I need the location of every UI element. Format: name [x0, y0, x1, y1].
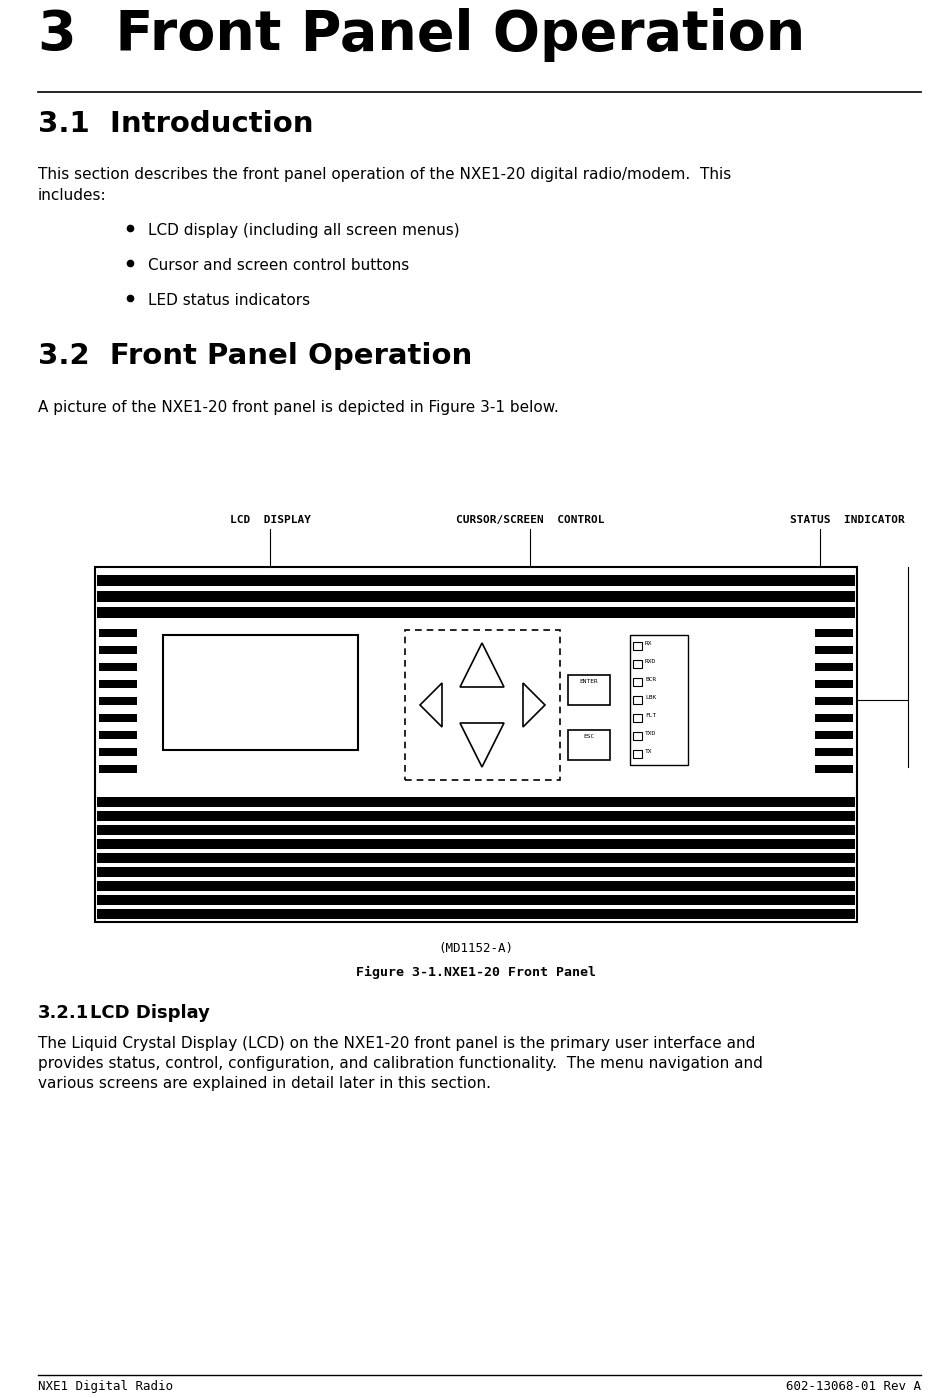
Text: 3.2.1: 3.2.1: [38, 1004, 89, 1022]
Bar: [97, 591, 855, 603]
Bar: [633, 642, 642, 650]
Bar: [633, 733, 642, 740]
Bar: [97, 575, 855, 586]
Polygon shape: [460, 723, 504, 768]
Bar: [99, 765, 137, 773]
Bar: [99, 629, 137, 637]
Bar: [163, 635, 358, 749]
Bar: [97, 839, 855, 849]
Text: This section describes the front panel operation of the NXE1-20 digital radio/mo: This section describes the front panel o…: [38, 166, 731, 182]
Text: various screens are explained in detail later in this section.: various screens are explained in detail …: [38, 1076, 491, 1090]
Bar: [97, 797, 855, 807]
Text: includes:: includes:: [38, 187, 107, 203]
Text: CURSOR/SCREEN  CONTROL: CURSOR/SCREEN CONTROL: [456, 514, 604, 526]
Text: LED status indicators: LED status indicators: [148, 294, 310, 308]
Text: ENTER: ENTER: [579, 679, 598, 684]
Text: NXE1 Digital Radio: NXE1 Digital Radio: [38, 1380, 173, 1392]
Text: LCD Display: LCD Display: [90, 1004, 210, 1022]
Text: TX: TX: [645, 749, 652, 754]
Text: 3  Front Panel Operation: 3 Front Panel Operation: [38, 8, 805, 62]
Bar: [633, 714, 642, 721]
Bar: [815, 714, 853, 721]
Polygon shape: [523, 684, 545, 727]
Bar: [815, 646, 853, 654]
Text: 602-13068-01 Rev A: 602-13068-01 Rev A: [786, 1380, 921, 1392]
Polygon shape: [460, 643, 504, 686]
Text: TXD: TXD: [645, 731, 656, 735]
Bar: [95, 568, 857, 923]
Bar: [97, 811, 855, 821]
Bar: [568, 730, 610, 761]
Text: (MD1152-A): (MD1152-A): [438, 942, 514, 955]
Bar: [97, 881, 855, 891]
Bar: [97, 867, 855, 877]
Text: 3.2  Front Panel Operation: 3.2 Front Panel Operation: [38, 343, 473, 370]
Bar: [815, 663, 853, 671]
Bar: [97, 825, 855, 835]
Text: Figure 3-1.NXE1-20 Front Panel: Figure 3-1.NXE1-20 Front Panel: [356, 966, 596, 979]
Text: RX: RX: [645, 642, 652, 646]
Polygon shape: [420, 684, 442, 727]
Text: STATUS  INDICATOR: STATUS INDICATOR: [790, 514, 904, 526]
Bar: [97, 895, 855, 905]
Text: Cursor and screen control buttons: Cursor and screen control buttons: [148, 259, 409, 273]
Bar: [633, 696, 642, 705]
Bar: [633, 660, 642, 668]
Bar: [815, 629, 853, 637]
Text: 3.1  Introduction: 3.1 Introduction: [38, 110, 314, 138]
Bar: [99, 748, 137, 756]
Text: A picture of the NXE1-20 front panel is depicted in Figure 3-1 below.: A picture of the NXE1-20 front panel is …: [38, 400, 559, 415]
Text: The Liquid Crystal Display (LCD) on the NXE1-20 front panel is the primary user : The Liquid Crystal Display (LCD) on the …: [38, 1036, 755, 1051]
Bar: [815, 748, 853, 756]
Text: LCD display (including all screen menus): LCD display (including all screen menus): [148, 224, 459, 238]
Bar: [97, 853, 855, 863]
Text: provides status, control, configuration, and calibration functionality.  The men: provides status, control, configuration,…: [38, 1055, 763, 1071]
Bar: [633, 678, 642, 686]
Text: LBK: LBK: [645, 695, 656, 700]
Bar: [815, 765, 853, 773]
Bar: [99, 679, 137, 688]
Text: RXD: RXD: [645, 658, 656, 664]
Bar: [99, 663, 137, 671]
Bar: [815, 731, 853, 740]
Bar: [97, 909, 855, 918]
Bar: [815, 698, 853, 705]
Bar: [99, 731, 137, 740]
Text: LCD  DISPLAY: LCD DISPLAY: [229, 514, 310, 526]
Bar: [815, 679, 853, 688]
Bar: [633, 749, 642, 758]
Bar: [99, 646, 137, 654]
Bar: [405, 630, 560, 780]
Text: BCR: BCR: [645, 677, 656, 682]
Bar: [99, 698, 137, 705]
Bar: [630, 635, 688, 765]
Bar: [99, 714, 137, 721]
Bar: [568, 675, 610, 705]
Text: ESC: ESC: [583, 734, 594, 740]
Bar: [97, 607, 855, 618]
Text: FLT: FLT: [645, 713, 656, 719]
